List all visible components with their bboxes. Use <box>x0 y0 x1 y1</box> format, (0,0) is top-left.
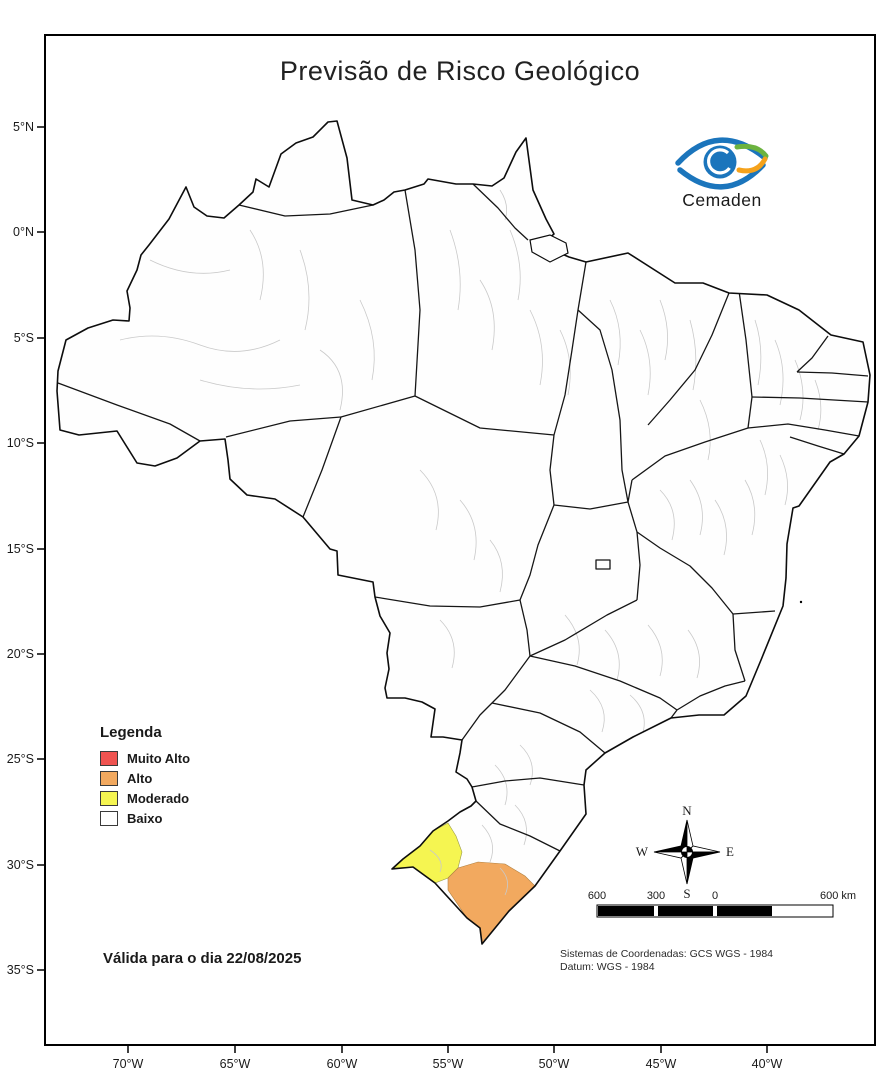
scale-label: 600 km <box>820 890 856 902</box>
lat-label: 15°S <box>7 542 34 556</box>
longitude-axis: 70°W 65°W 60°W 55°W 50°W 45°W 40°W <box>113 1045 783 1071</box>
validity-note: Válida para o dia 22/08/2025 <box>103 950 302 967</box>
coordinate-system-info: Sistemas de Coordenadas: GCS WGS - 1984 … <box>560 948 773 974</box>
legend: Legenda Muito Alto Alto Moderado Baixo <box>100 724 190 831</box>
state-boundaries <box>57 183 869 852</box>
logo-eye-lower-arc <box>677 162 766 190</box>
legend-item-baixo: Baixo <box>100 811 190 826</box>
legend-label: Muito Alto <box>127 751 191 766</box>
lat-label: 5°S <box>14 331 34 345</box>
legend-title: Legenda <box>100 724 162 741</box>
lon-label: 65°W <box>220 1057 251 1071</box>
legend-label: Alto <box>127 771 153 786</box>
legend-item-alto: Alto <box>100 771 190 786</box>
legend-swatch-muito-alto <box>100 751 118 766</box>
lat-label: 20°S <box>7 647 34 661</box>
legend-label: Baixo <box>127 811 163 826</box>
lat-label: 35°S <box>7 963 34 977</box>
legend-swatch-moderado <box>100 791 118 806</box>
compass-east-label: E <box>726 844 734 859</box>
logo-iris-swirl <box>707 148 731 175</box>
lon-label: 50°W <box>539 1057 570 1071</box>
lat-label: 30°S <box>7 858 34 872</box>
compass-south-label: S <box>683 886 690 901</box>
logo-wordmark: Cemaden <box>682 190 761 210</box>
lat-label: 10°S <box>7 436 34 450</box>
scale-bar: 600 300 0 600 km <box>588 890 856 918</box>
compass-north-label: N <box>682 803 692 818</box>
coordinate-system-line1: Sistemas de Coordenadas: GCS WGS - 1984 <box>560 948 774 960</box>
lat-label: 0°N <box>13 225 34 239</box>
cemaden-logo: Cemaden <box>675 137 769 210</box>
lat-label: 5°N <box>13 120 34 134</box>
logo-orange-swoosh <box>736 156 768 174</box>
lon-label: 45°W <box>646 1057 677 1071</box>
lon-label: 55°W <box>433 1057 464 1071</box>
lon-label: 70°W <box>113 1057 144 1071</box>
lon-label: 60°W <box>327 1057 358 1071</box>
logo-eye-upper-arc <box>675 137 768 166</box>
page-title: Previsão de Risco Geológico <box>279 56 641 86</box>
municipal-boundaries <box>119 189 822 896</box>
latitude-axis: 5°N 0°N 5°S 10°S 15°S 20°S 25°S 30°S 35°… <box>7 120 45 977</box>
lat-label: 25°S <box>7 752 34 766</box>
marajo-island <box>529 234 569 263</box>
compass-rose: N S W E <box>636 803 734 901</box>
scale-label: 0 <box>712 890 718 902</box>
legend-swatch-alto <box>100 771 118 786</box>
legend-item-moderado: Moderado <box>100 791 190 806</box>
lon-label: 40°W <box>752 1057 783 1071</box>
logo-green-swoosh <box>734 143 769 159</box>
brazil-outline <box>56 120 871 945</box>
coordinate-system-line2: Datum: WGS - 1984 <box>560 961 655 973</box>
compass-west-label: W <box>636 844 649 859</box>
legend-label: Moderado <box>127 791 190 806</box>
scale-label: 300 <box>647 890 665 902</box>
legend-item-muito-alto: Muito Alto <box>100 751 190 766</box>
scale-label: 600 <box>588 890 606 902</box>
offshore-island-dot <box>799 600 803 604</box>
legend-swatch-baixo <box>100 811 118 826</box>
